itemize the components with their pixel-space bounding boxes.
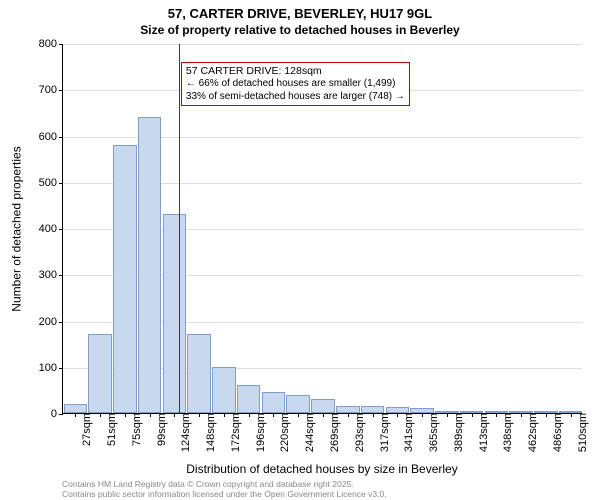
x-tick-mark	[273, 413, 274, 417]
histogram-bar	[485, 411, 509, 413]
histogram-bar	[64, 404, 88, 413]
histogram-bar	[212, 367, 236, 413]
y-tick-mark	[59, 137, 63, 138]
x-tick-label: 462sqm	[525, 413, 539, 452]
x-tick-mark	[447, 413, 448, 417]
x-tick-label: 438sqm	[500, 413, 514, 452]
x-tick-label: 341sqm	[401, 413, 415, 452]
histogram-bar	[336, 406, 360, 413]
histogram-bar	[534, 411, 558, 413]
x-tick-mark	[323, 413, 324, 417]
x-tick-mark	[174, 413, 175, 417]
y-tick-mark	[59, 183, 63, 184]
histogram-bar	[361, 406, 385, 413]
y-axis-label: Number of detached properties	[10, 44, 24, 414]
callout-title: 57 CARTER DRIVE: 128sqm	[186, 65, 405, 78]
footer-line-2: Contains public sector information licen…	[62, 490, 387, 500]
chart-subtitle: Size of property relative to detached ho…	[0, 21, 600, 37]
x-tick-mark	[75, 413, 76, 417]
x-tick-mark	[546, 413, 547, 417]
x-tick-mark	[472, 413, 473, 417]
chart-area: 010020030040050060070080027sqm51sqm75sqm…	[62, 44, 582, 414]
gridline	[63, 44, 582, 45]
x-tick-mark	[571, 413, 572, 417]
x-tick-label: 148sqm	[203, 413, 217, 452]
property-marker-line	[179, 44, 180, 413]
histogram-bar	[138, 117, 162, 413]
histogram-bar	[163, 214, 187, 413]
histogram-bar	[460, 411, 484, 413]
x-tick-label: 220sqm	[277, 413, 291, 452]
x-tick-label: 51sqm	[104, 413, 118, 446]
histogram-bar	[113, 145, 137, 413]
histogram-bar	[286, 395, 310, 414]
x-tick-label: 413sqm	[476, 413, 490, 452]
y-tick-mark	[59, 90, 63, 91]
x-tick-label: 269sqm	[327, 413, 341, 452]
x-tick-mark	[150, 413, 151, 417]
x-axis-label: Distribution of detached houses by size …	[62, 462, 582, 476]
x-tick-mark	[521, 413, 522, 417]
histogram-bar	[509, 411, 533, 413]
histogram-bar	[410, 408, 434, 413]
chart-title: 57, CARTER DRIVE, BEVERLEY, HU17 9GL	[0, 0, 600, 21]
x-tick-mark	[348, 413, 349, 417]
x-tick-label: 365sqm	[426, 413, 440, 452]
x-tick-label: 196sqm	[253, 413, 267, 452]
footer-attribution: Contains HM Land Registry data © Crown c…	[62, 480, 387, 500]
histogram-bar	[262, 392, 286, 413]
x-tick-mark	[125, 413, 126, 417]
y-tick-mark	[59, 322, 63, 323]
x-tick-mark	[373, 413, 374, 417]
x-tick-label: 172sqm	[228, 413, 242, 452]
x-tick-label: 317sqm	[377, 413, 391, 452]
histogram-bar	[559, 411, 583, 413]
x-tick-label: 99sqm	[154, 413, 168, 446]
y-tick-mark	[59, 229, 63, 230]
x-tick-label: 510sqm	[575, 413, 589, 452]
x-tick-mark	[100, 413, 101, 417]
x-tick-label: 486sqm	[550, 413, 564, 452]
callout-line-1: ← 66% of detached houses are smaller (1,…	[186, 78, 405, 91]
x-tick-label: 293sqm	[352, 413, 366, 452]
histogram-bar	[237, 385, 261, 413]
x-tick-label: 75sqm	[129, 413, 143, 446]
histogram-bar	[435, 411, 459, 413]
x-tick-mark	[298, 413, 299, 417]
histogram-bar	[386, 407, 410, 413]
y-tick-mark	[59, 368, 63, 369]
plot-region: 010020030040050060070080027sqm51sqm75sqm…	[62, 44, 582, 414]
histogram-bar	[311, 399, 335, 413]
callout-box: 57 CARTER DRIVE: 128sqm← 66% of detached…	[181, 62, 410, 106]
histogram-bar	[187, 334, 211, 413]
y-tick-mark	[59, 275, 63, 276]
x-tick-label: 27sqm	[79, 413, 93, 446]
x-tick-mark	[249, 413, 250, 417]
x-tick-mark	[397, 413, 398, 417]
x-tick-label: 244sqm	[302, 413, 316, 452]
histogram-bar	[88, 334, 112, 413]
x-tick-mark	[496, 413, 497, 417]
x-tick-label: 389sqm	[451, 413, 465, 452]
callout-line-2: 33% of semi-detached houses are larger (…	[186, 91, 405, 104]
x-tick-mark	[224, 413, 225, 417]
y-tick-mark	[59, 44, 63, 45]
x-tick-label: 124sqm	[178, 413, 192, 452]
y-tick-mark	[59, 414, 63, 415]
x-tick-mark	[422, 413, 423, 417]
x-tick-mark	[199, 413, 200, 417]
